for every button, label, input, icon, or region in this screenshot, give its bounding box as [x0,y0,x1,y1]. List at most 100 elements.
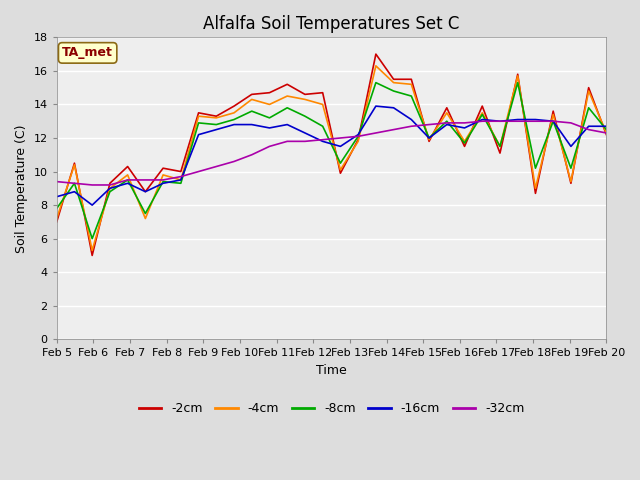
-2cm [372,51,380,57]
-8cm [514,80,522,85]
-8cm [53,205,61,211]
-2cm [425,138,433,144]
-8cm [212,122,220,128]
-16cm [602,123,610,129]
-4cm [141,216,149,221]
Line: -8cm: -8cm [57,83,606,239]
-8cm [248,108,255,114]
-2cm [106,180,114,186]
-16cm [532,117,540,122]
-8cm [549,119,557,124]
-32cm [479,119,486,124]
-16cm [88,202,96,208]
-16cm [195,132,202,137]
-4cm [479,110,486,116]
-32cm [372,130,380,136]
-8cm [70,180,78,186]
-8cm [532,165,540,171]
-4cm [514,73,522,79]
-4cm [461,138,468,144]
-2cm [53,219,61,225]
-2cm [301,92,308,97]
-16cm [567,144,575,149]
-2cm [88,252,96,258]
-2cm [195,110,202,116]
-8cm [567,165,575,171]
-4cm [372,63,380,69]
-8cm [106,189,114,194]
-32cm [266,144,273,149]
-8cm [425,135,433,141]
-8cm [443,119,451,124]
-32cm [567,120,575,126]
Text: TA_met: TA_met [62,47,113,60]
-16cm [212,127,220,132]
-2cm [532,191,540,196]
-8cm [390,88,397,94]
-16cm [549,119,557,124]
-2cm [70,160,78,166]
-16cm [496,119,504,124]
-4cm [195,113,202,119]
-8cm [177,180,185,186]
-32cm [141,177,149,183]
Legend: -2cm, -4cm, -8cm, -16cm, -32cm: -2cm, -4cm, -8cm, -16cm, -32cm [134,397,529,420]
-16cm [301,130,308,136]
-16cm [53,194,61,200]
-32cm [514,119,522,124]
-4cm [408,82,415,87]
-8cm [88,236,96,241]
-4cm [355,138,362,144]
Line: -4cm: -4cm [57,66,606,251]
Title: Alfalfa Soil Temperatures Set C: Alfalfa Soil Temperatures Set C [204,15,460,33]
-8cm [602,127,610,132]
-2cm [479,103,486,109]
-4cm [106,185,114,191]
-32cm [53,179,61,184]
-4cm [53,216,61,221]
-2cm [284,82,291,87]
Y-axis label: Soil Temperature (C): Soil Temperature (C) [15,124,28,252]
-16cm [159,180,167,186]
Line: -16cm: -16cm [57,106,606,205]
-32cm [70,180,78,186]
-4cm [549,112,557,118]
-32cm [390,127,397,132]
-32cm [248,152,255,157]
-4cm [248,96,255,102]
-32cm [461,120,468,126]
-8cm [479,112,486,118]
-2cm [567,180,575,186]
-16cm [124,180,131,186]
-16cm [284,122,291,128]
-32cm [88,182,96,188]
X-axis label: Time: Time [316,364,347,377]
-4cm [602,130,610,136]
-16cm [266,125,273,131]
-8cm [372,80,380,85]
-16cm [425,135,433,141]
-4cm [443,110,451,116]
-2cm [585,85,593,91]
-16cm [443,122,451,128]
-16cm [390,105,397,111]
-16cm [106,185,114,191]
-16cm [337,144,344,149]
-16cm [408,117,415,122]
-2cm [461,144,468,149]
-32cm [443,120,451,126]
-32cm [301,138,308,144]
-32cm [585,127,593,132]
-2cm [177,168,185,174]
-32cm [124,177,131,183]
-8cm [355,133,362,139]
-2cm [496,150,504,156]
-32cm [602,130,610,136]
-32cm [177,174,185,180]
-4cm [284,93,291,99]
-4cm [390,80,397,85]
-4cm [567,179,575,184]
-2cm [248,92,255,97]
-4cm [425,137,433,143]
-32cm [106,182,114,188]
